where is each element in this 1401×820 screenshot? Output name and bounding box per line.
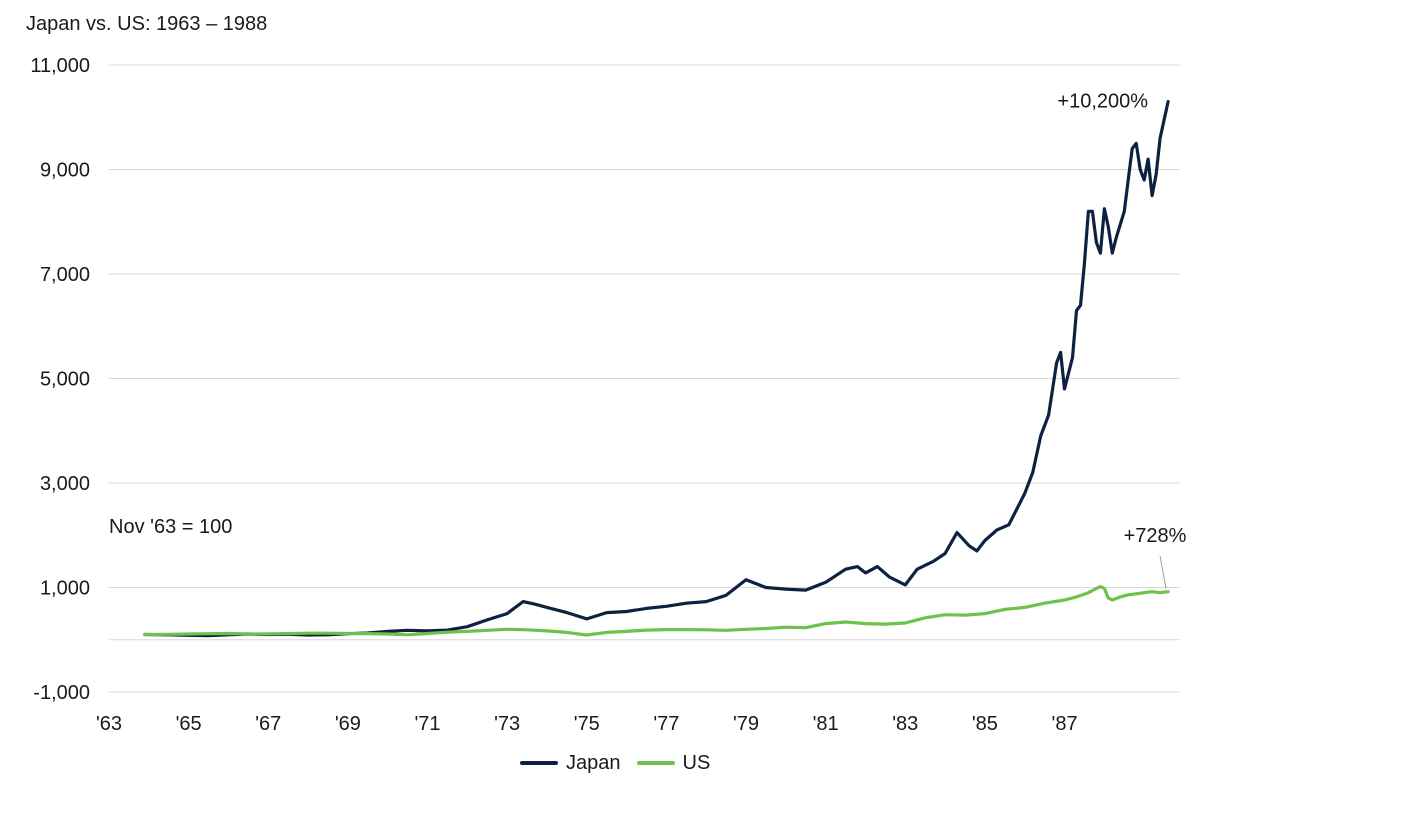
y-tick-label: 9,000: [40, 160, 90, 182]
x-tick-label: '73: [494, 713, 520, 735]
end-label-leader: [1159, 555, 1167, 589]
chart-title: Japan vs. US: 1963 – 1988: [26, 13, 268, 35]
y-axis: -1,000 1,000 3,000 5,000 7,000 9,000 11,000: [30, 55, 90, 704]
legend-label-us: US: [682, 751, 711, 774]
legend: Japan US: [520, 748, 726, 778]
x-tick-label: '81: [813, 713, 839, 735]
x-tick-label: '85: [972, 713, 998, 735]
y-tick-label: 11,000: [30, 55, 90, 77]
y-tick-label: 1,000: [40, 578, 90, 600]
x-tick-label: '63: [96, 713, 122, 735]
annotations: +10,200% +728%: [1057, 91, 1187, 589]
x-tick-label: '71: [414, 713, 440, 735]
y-tick-label: 7,000: [40, 264, 90, 286]
legend-swatch-japan: [520, 761, 558, 765]
y-tick-label: 3,000: [40, 473, 90, 495]
x-tick-label: '77: [653, 713, 679, 735]
legend-item-us: US: [636, 751, 711, 775]
y-tick-label: -1,000: [33, 682, 90, 704]
x-axis: '63 '65 '67 '69 '71 '73 '75 '77 '79 '81 '83 '85 '87: [96, 713, 1078, 735]
legend-label-japan: Japan: [566, 751, 621, 774]
y-tick-label: 5,000: [40, 369, 90, 391]
base-note: Nov '63 = 100: [109, 516, 233, 538]
series-lines: [143, 100, 1170, 638]
x-tick-label: '75: [574, 713, 600, 735]
x-tick-label: '67: [255, 713, 281, 735]
legend-swatch-us: [636, 761, 675, 765]
x-tick-label: '69: [335, 713, 361, 735]
end-label-japan: +10,200%: [1057, 91, 1148, 113]
gridlines: [109, 64, 1180, 693]
legend-item-japan: Japan: [520, 752, 621, 775]
series-line-us: [143, 584, 1170, 637]
end-label-us: +728%: [1124, 525, 1187, 547]
series-line-japan: [143, 100, 1170, 638]
x-tick-label: '65: [176, 713, 202, 735]
x-tick-label: '83: [892, 713, 918, 735]
x-tick-label: '87: [1052, 713, 1078, 735]
x-tick-label: '79: [733, 713, 759, 735]
